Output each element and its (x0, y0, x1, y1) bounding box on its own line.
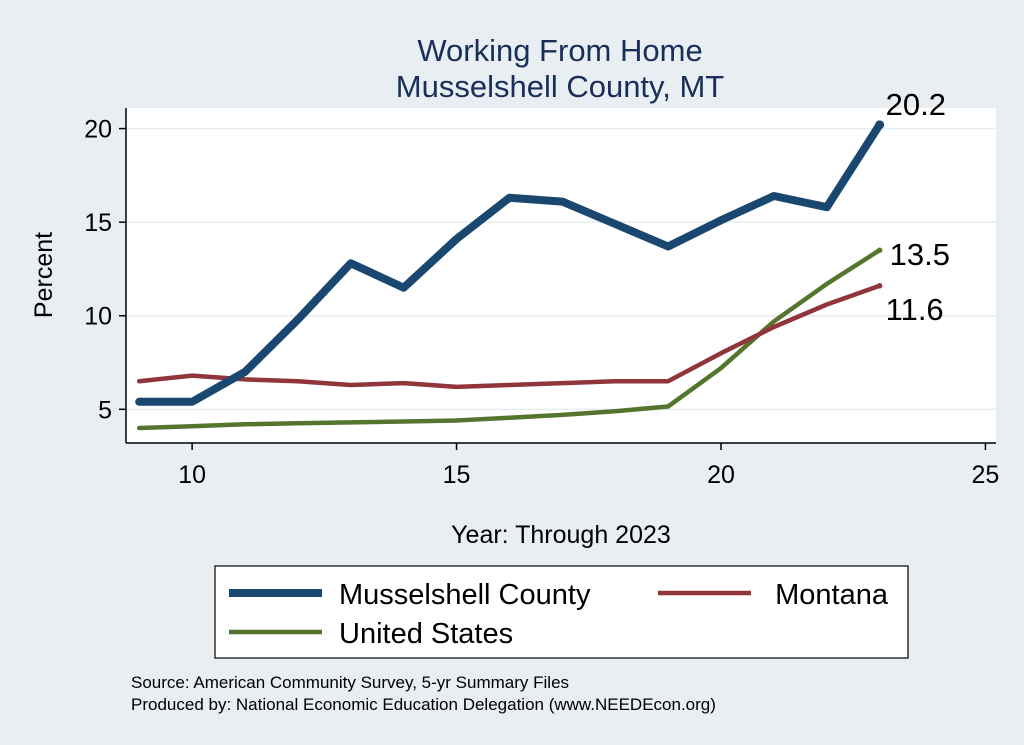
legend-label-united-states: United States (339, 618, 513, 650)
legend: Musselshell County Montana United States (229, 579, 889, 650)
x-tick-label-25: 25 (972, 461, 1000, 489)
ticks: 5 10 15 20 10 15 20 25 (84, 116, 999, 489)
series-lines (135, 120, 885, 431)
producer-note: Produced by: National Economic Education… (131, 695, 716, 714)
y-tick-label-5: 5 (98, 396, 112, 424)
series-endpoint-musselshell-county (875, 120, 885, 130)
y-axis-title: Percent (30, 232, 58, 318)
legend-box (214, 565, 909, 659)
y-tick-label-10: 10 (84, 303, 112, 331)
x-tick-label-15: 15 (443, 461, 471, 489)
end-labels: 20.2 11.6 13.5 (886, 87, 950, 327)
y-tick-label-15: 15 (84, 209, 112, 237)
series-line-montana (136, 283, 882, 390)
chart-subtitle: Musselshell County, MT (396, 69, 725, 104)
x-tick-label-10: 10 (178, 461, 206, 489)
x-axis-title: Year: Through 2023 (451, 521, 671, 549)
axes (125, 108, 996, 444)
series-endpoint-united-states (876, 247, 883, 253)
x-tick-label-20: 20 (707, 461, 735, 489)
source-note: Source: American Community Survey, 5-yr … (131, 673, 569, 692)
end-label-musselshell-county: 20.2 (886, 87, 946, 122)
end-label-montana: 11.6 (886, 292, 944, 327)
y-tick-label-20: 20 (84, 116, 112, 144)
series-endpoint-montana (876, 283, 883, 289)
gridlines (126, 127, 996, 411)
legend-label-montana: Montana (775, 579, 889, 611)
series-line-musselshell-county (135, 120, 884, 406)
end-label-united-states: 13.5 (890, 237, 950, 272)
chart-title: Working From Home (417, 33, 702, 68)
plot-area (126, 108, 996, 443)
legend-label-musselshell-county: Musselshell County (339, 579, 591, 611)
